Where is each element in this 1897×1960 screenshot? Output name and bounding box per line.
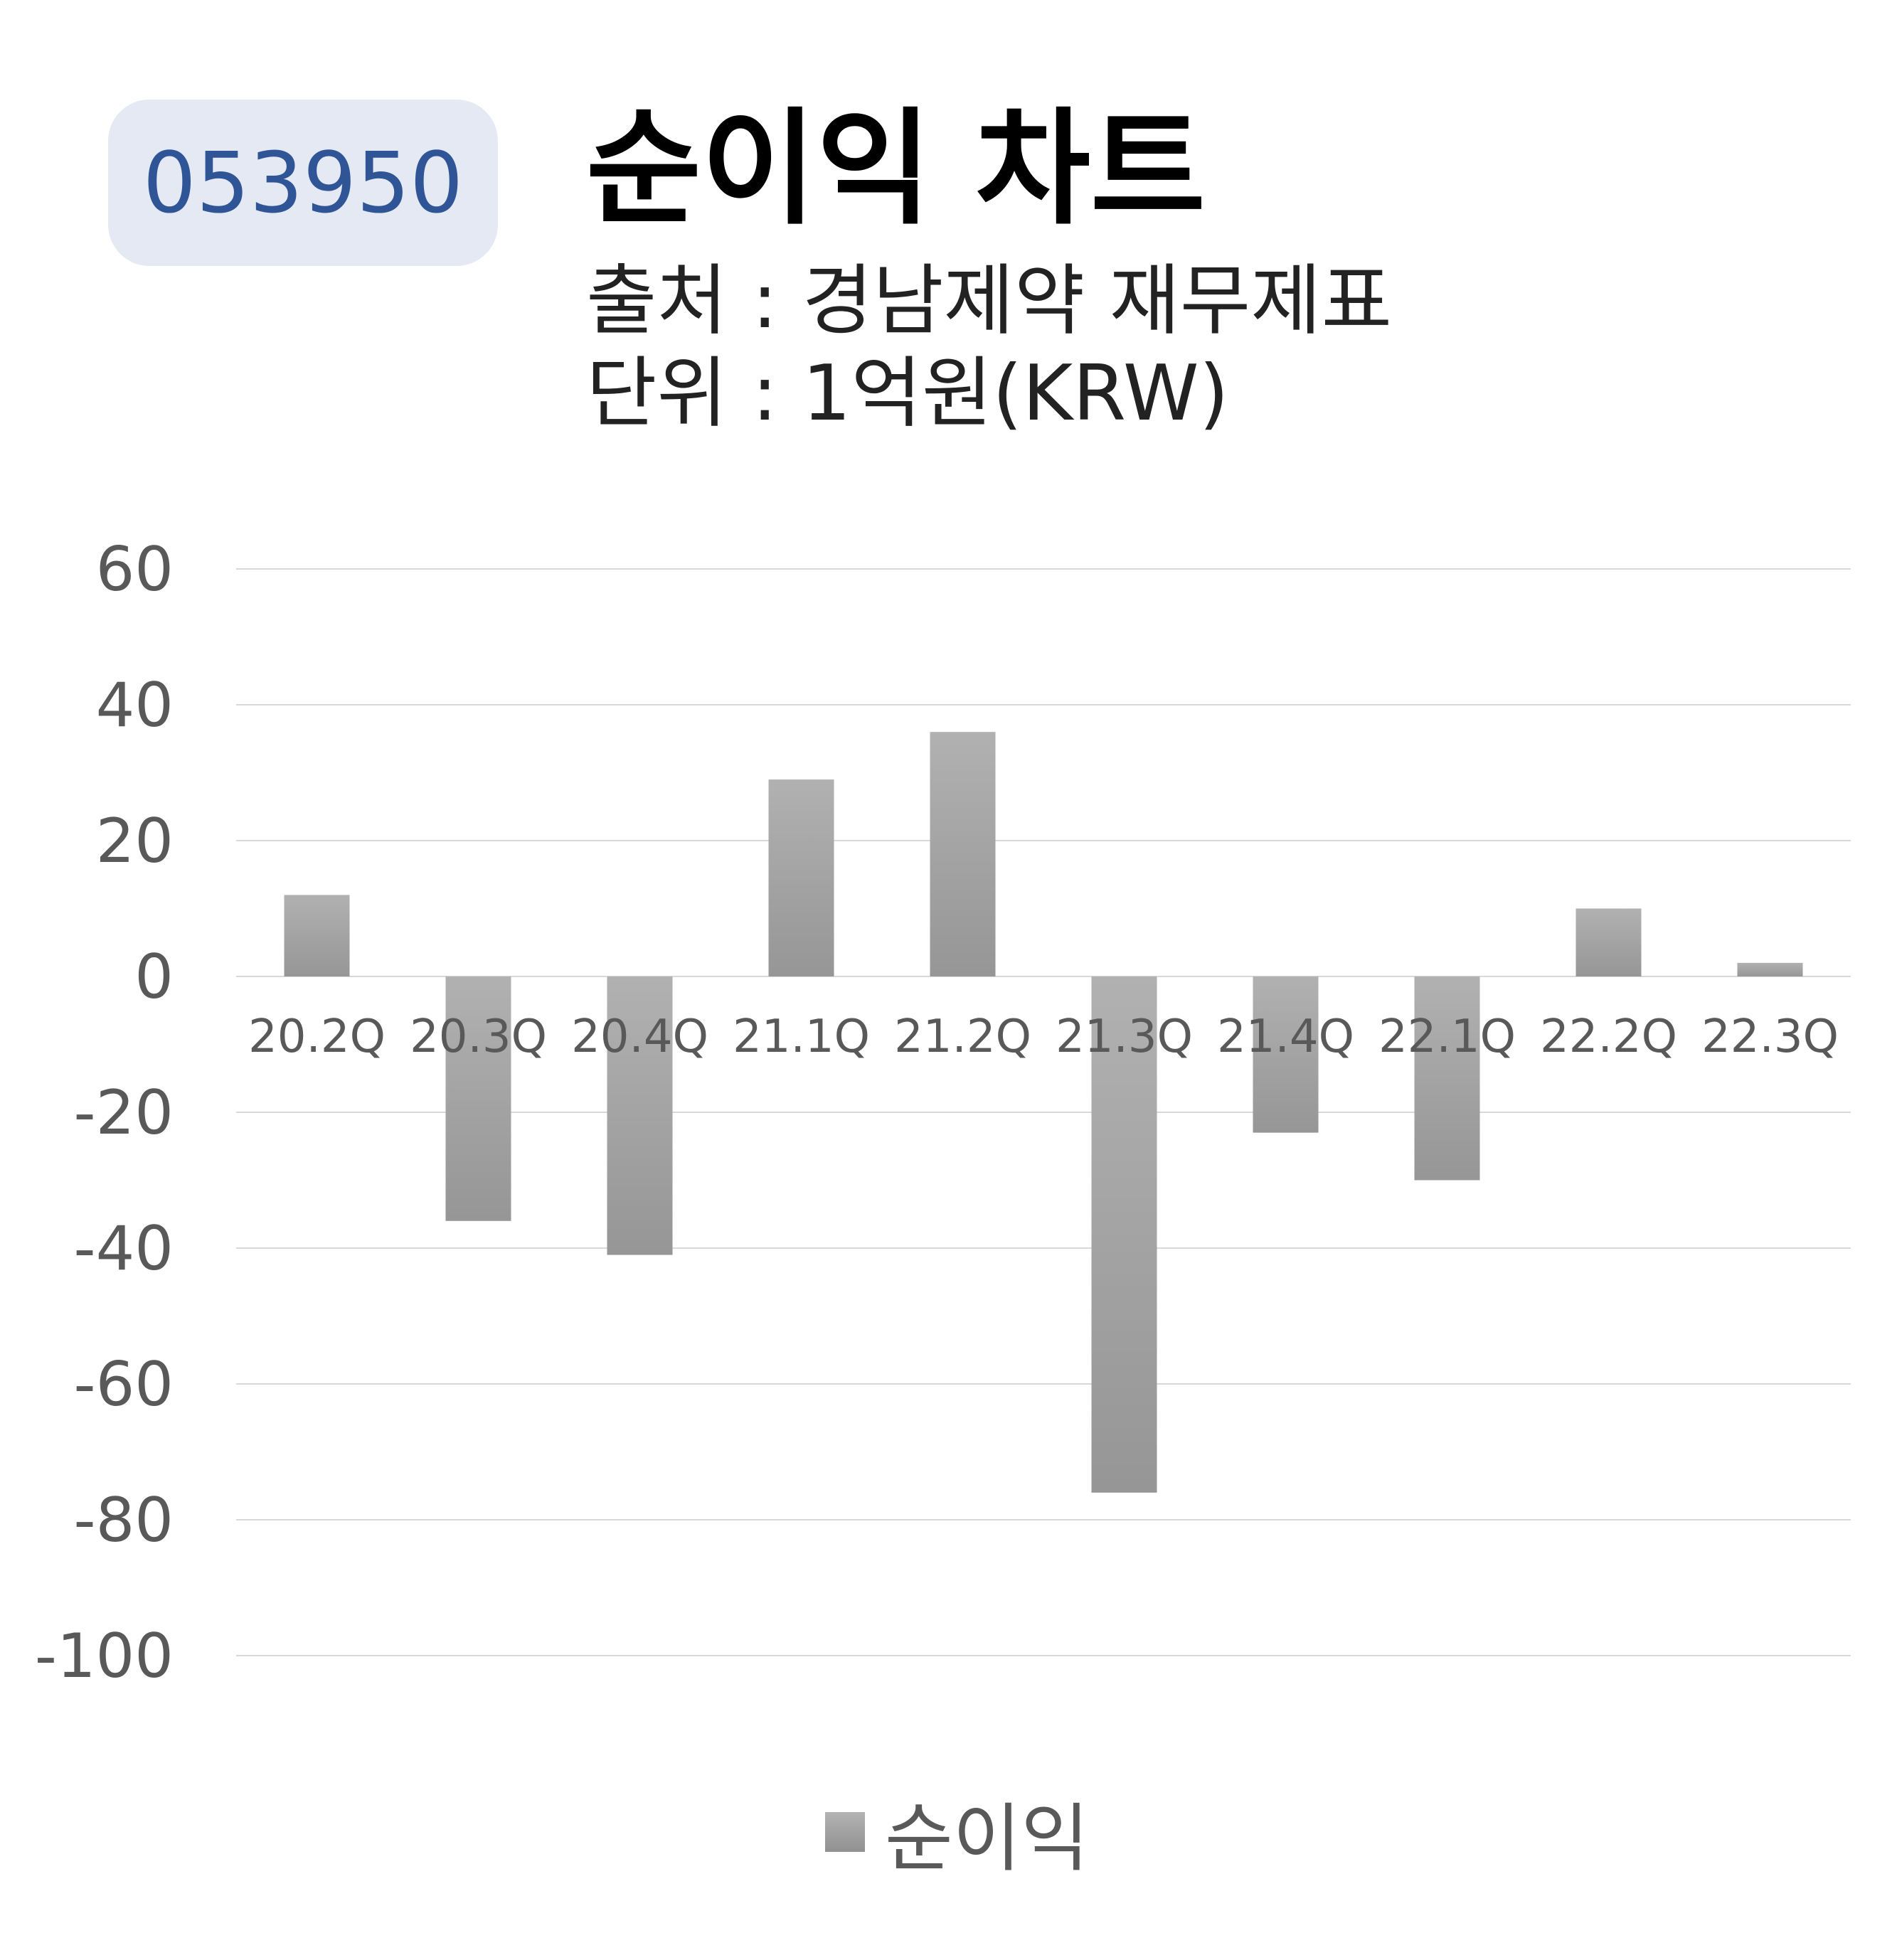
y-tick-label: -60 <box>74 1349 174 1420</box>
bar <box>930 732 996 976</box>
x-tick-label: 20.2Q <box>248 1011 386 1063</box>
y-tick-label: -40 <box>74 1213 174 1284</box>
legend-swatch <box>825 1811 865 1852</box>
x-tick-label: 21.1Q <box>733 1011 870 1063</box>
source-text: 출처 : 경남제약 재무제표 <box>586 257 1392 346</box>
bar <box>1253 976 1319 1133</box>
y-axis-ticks: 60 40 20 0 -20 -40 -60 -80 -100 <box>35 534 174 1692</box>
x-tick-label: 21.3Q <box>1056 1011 1193 1063</box>
y-tick-label: 0 <box>134 942 174 1013</box>
x-tick-label: 20.3Q <box>410 1011 547 1063</box>
y-tick-label: -80 <box>74 1485 174 1556</box>
bar <box>1414 976 1480 1181</box>
y-tick-label: 60 <box>96 534 174 605</box>
x-tick-label: 22.1Q <box>1378 1011 1516 1063</box>
x-tick-label: 21.2Q <box>894 1011 1031 1063</box>
bar <box>1091 976 1157 1493</box>
chart-title: 순이익 차트 <box>586 96 1206 242</box>
x-tick-label: 22.2Q <box>1540 1011 1677 1063</box>
bar <box>768 779 834 976</box>
bar <box>1737 962 1803 976</box>
x-axis-ticks: 20.2Q 20.3Q 20.4Q 21.1Q 21.2Q 21.3Q 21.4Q 22.1Q… <box>248 1011 1839 1063</box>
x-tick-label: 21.4Q <box>1217 1011 1354 1063</box>
y-tick-label: -20 <box>74 1077 174 1149</box>
y-tick-label: -100 <box>35 1621 174 1692</box>
x-tick-label: 22.3Q <box>1701 1011 1839 1063</box>
bar <box>607 976 673 1255</box>
stock-code-badge: 053950 <box>108 100 498 266</box>
bar <box>1575 908 1642 976</box>
y-tick-label: 20 <box>96 806 174 877</box>
unit-text: 단위 : 1억원(KRW) <box>586 349 1229 438</box>
x-tick-label: 20.4Q <box>571 1011 708 1063</box>
y-tick-label: 40 <box>96 670 174 741</box>
bar <box>284 895 350 976</box>
bars <box>284 732 1803 1493</box>
bar <box>445 976 511 1221</box>
legend-label: 순이익 <box>885 1795 1090 1882</box>
legend: 순이익 <box>825 1778 1089 1885</box>
